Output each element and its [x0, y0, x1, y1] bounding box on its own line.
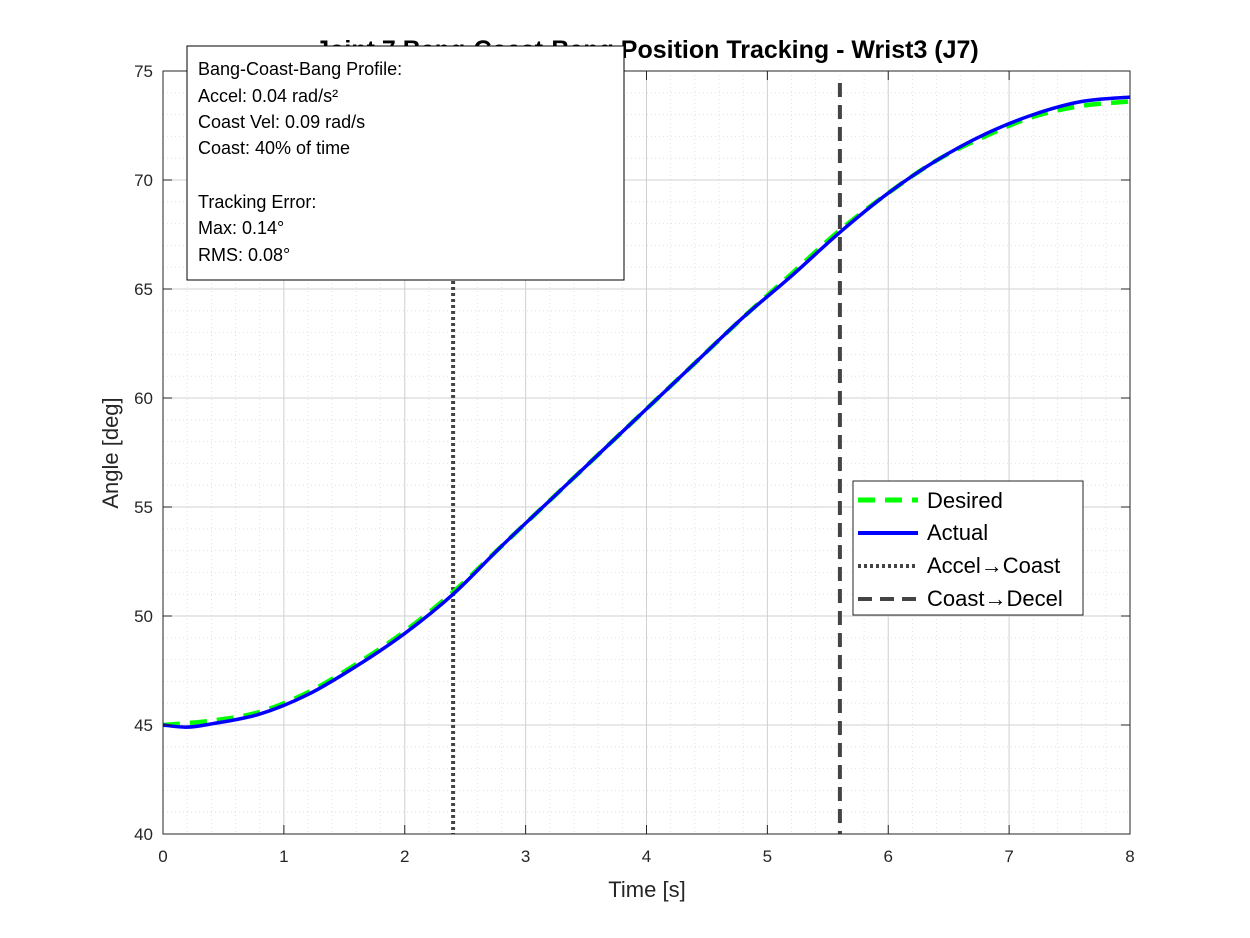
legend-label-coast-decel: Coast→Decel	[927, 586, 1063, 611]
x-tick-label: 6	[884, 847, 893, 866]
x-tick-label: 7	[1004, 847, 1013, 866]
legend-label-desired: Desired	[927, 488, 1003, 513]
y-tick-label: 50	[134, 607, 153, 626]
x-tick-label: 3	[521, 847, 530, 866]
x-tick-label: 5	[763, 847, 772, 866]
x-tick-label: 1	[279, 847, 288, 866]
annotation-line: Coast: 40% of time	[198, 138, 350, 158]
y-tick-label: 40	[134, 825, 153, 844]
x-tick-label: 4	[642, 847, 651, 866]
tick-marks	[162, 70, 1131, 835]
annotation-line: RMS: 0.08°	[198, 245, 290, 265]
annotation-line: Max: 0.14°	[198, 218, 284, 238]
annotation-box-frame	[186, 45, 625, 281]
x-tick-label: 0	[158, 847, 167, 866]
legend-frame	[852, 480, 1084, 616]
annotation-line: Bang-Coast-Bang Profile:	[198, 59, 402, 79]
annotation-line: Tracking Error:	[198, 192, 316, 212]
x-tick-label: 8	[1125, 847, 1134, 866]
series-layer	[162, 83, 1131, 834]
y-tick-label: 60	[134, 389, 153, 408]
series-line-actual	[162, 95, 1131, 729]
y-tick-label: 75	[134, 62, 153, 81]
annotation-line: Coast Vel: 0.09 rad/s	[198, 112, 365, 132]
annotation-line: Accel: 0.04 rad/s²	[198, 86, 338, 106]
legend-label-accel-coast: Accel→Coast	[927, 553, 1060, 578]
legend: Desired Actual Accel→Coast Coast→Decel	[852, 480, 1084, 616]
legend-label-actual: Actual	[927, 520, 988, 545]
y-tick-label: 65	[134, 280, 153, 299]
y-axis-label: Angle [deg]	[98, 397, 123, 508]
y-tick-label: 70	[134, 171, 153, 190]
x-axis-label: Time [s]	[608, 877, 685, 902]
y-tick-label: 55	[134, 498, 153, 517]
annotation-box: Bang-Coast-Bang Profile: Accel: 0.04 rad…	[186, 45, 625, 281]
y-tick-label: 45	[134, 716, 153, 735]
x-tick-label: 2	[400, 847, 409, 866]
